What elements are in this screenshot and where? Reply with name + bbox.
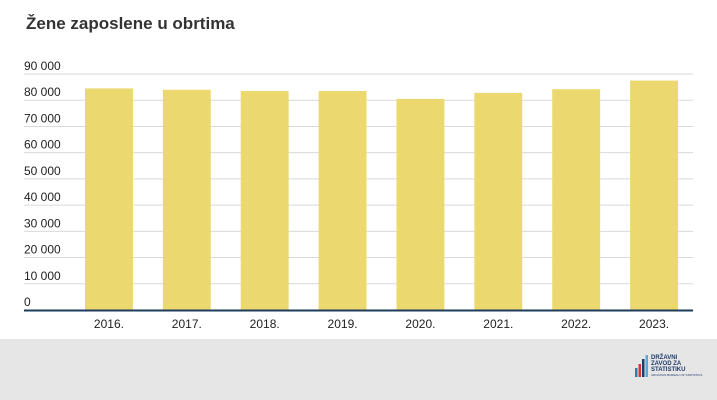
chart-title: Žene zaposlene u obrtima [26, 14, 235, 33]
bar [630, 80, 679, 310]
bar-chart: 0 10 000 20 000 30 000 40 000 50 000 60 000 70 … [24, 59, 693, 331]
bar [318, 91, 367, 311]
y-tick-label: 80 000 [24, 85, 61, 99]
y-tick-label: 0 [24, 295, 31, 309]
y-tick-label: 60 000 [24, 138, 61, 152]
y-tick-label: 30 000 [24, 216, 61, 230]
x-tick-label: 2017. [172, 317, 202, 331]
y-tick-label: 90 000 [24, 59, 61, 73]
x-tick-label: 2018. [250, 317, 280, 331]
bar [474, 92, 523, 310]
y-axis-ticks: 0 10 000 20 000 30 000 40 000 50 000 60 000 70 … [24, 59, 61, 309]
bar [240, 91, 289, 311]
y-tick-label: 10 000 [24, 269, 61, 283]
x-tick-label: 2023. [639, 317, 669, 331]
x-tick-label: 2022. [561, 317, 591, 331]
footer-bar [0, 339, 717, 400]
y-tick-label: 20 000 [24, 243, 61, 257]
bar [162, 89, 211, 310]
logo-line-1: DRŽAVNI [651, 355, 678, 361]
x-tick-label: 2019. [328, 317, 358, 331]
x-axis-ticks: 2016. 2017. 2018. 2019. 2020. 2021. 2022. 2023. [94, 317, 669, 331]
x-tick-label: 2020. [405, 317, 435, 331]
logo-wordmark: DRŽAVNI ZAVOD ZA STATISTIKU [651, 355, 685, 373]
y-tick-label: 40 000 [24, 190, 61, 204]
bars [84, 80, 679, 311]
bar [84, 88, 133, 310]
y-tick-label: 70 000 [24, 111, 61, 125]
bar [396, 98, 445, 311]
logo-bars-icon [635, 355, 648, 377]
x-tick-label: 2021. [483, 317, 513, 331]
y-tick-label: 50 000 [24, 164, 61, 178]
logo-subtitle: CROATIAN BUREAU OF STATISTICS [651, 373, 703, 377]
logo-line-2: ZAVOD ZA [651, 361, 682, 367]
x-tick-label: 2016. [94, 317, 124, 331]
logo-line-3: STATISTIKU [651, 367, 686, 373]
bar [552, 89, 601, 310]
